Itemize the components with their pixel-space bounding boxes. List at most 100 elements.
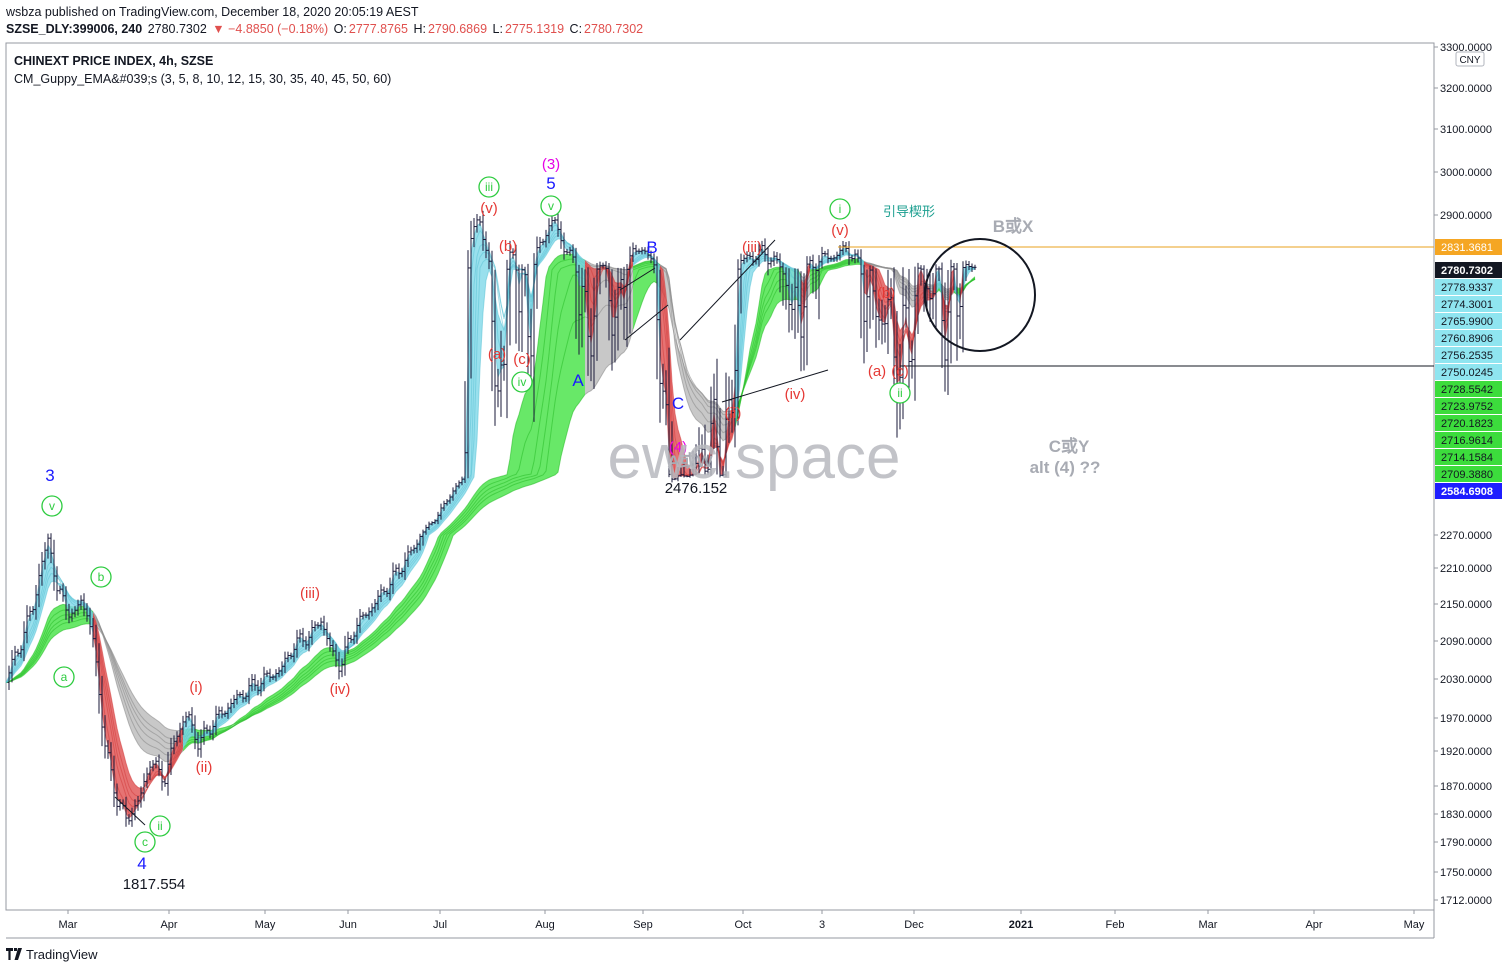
y-tick-label: 1750.0000	[1440, 867, 1492, 879]
guppy-fast-line	[182, 238, 586, 749]
guppy-slow-line	[5, 623, 94, 683]
price-tag[interactable]: 2780.7302	[1435, 262, 1502, 278]
wave-label: C	[672, 394, 684, 413]
highlight-circle	[924, 238, 1036, 352]
price-tag-box	[1435, 279, 1502, 295]
price-tag-box	[1435, 330, 1502, 346]
guppy-slow-line	[659, 264, 736, 442]
wave-label-ring	[149, 815, 171, 837]
wave-label: (ii)	[196, 759, 213, 776]
y-tick-label: 2270.0000	[1440, 530, 1492, 542]
price-tag-label: 2584.6908	[1441, 486, 1493, 498]
wave-label: 2476.152	[665, 480, 728, 497]
wave-label: (v)	[480, 200, 498, 217]
guppy-slow-line	[5, 618, 94, 683]
y-tick-label: 3300.0000	[1440, 42, 1492, 54]
guppy-fast-line	[632, 251, 661, 312]
price-tag-box	[1435, 364, 1502, 380]
price-tag[interactable]: 2584.6908	[1435, 483, 1502, 499]
x-tick-label: Dec	[904, 919, 924, 931]
price-tag-box	[1435, 381, 1502, 397]
wave-label: ii	[897, 386, 902, 400]
price-tag[interactable]: 2728.5542	[1435, 381, 1502, 397]
wave-label: (b)	[499, 238, 517, 255]
guppy-fast-line	[659, 267, 736, 476]
wave-label: (v)	[831, 222, 849, 239]
wave-label: (iv)	[330, 681, 351, 698]
price-tag[interactable]: 2765.9900	[1435, 313, 1502, 329]
price-tag-box	[1435, 347, 1502, 363]
price-tag-label: 2760.8906	[1441, 333, 1493, 345]
price-tag[interactable]: 2778.9337	[1435, 279, 1502, 295]
guppy-fast-line	[800, 268, 811, 293]
price-tag-label: 2780.7302	[1441, 265, 1493, 277]
y-tick-label: 1970.0000	[1440, 713, 1492, 725]
y-tick-label: 1790.0000	[1440, 837, 1492, 849]
high-value: 2790.6869	[427, 22, 488, 36]
price-tag[interactable]: 2723.9752	[1435, 398, 1502, 414]
x-tick-label: May	[1404, 919, 1425, 931]
open-label: O:	[333, 22, 347, 36]
wave-label: (4)	[669, 439, 687, 456]
wave-label: A	[572, 371, 584, 390]
price-tag[interactable]: 2756.2535	[1435, 347, 1502, 363]
price-tag[interactable]: 2720.1823	[1435, 415, 1502, 431]
wave-label: i	[839, 202, 842, 216]
x-tick-label: 2021	[1009, 919, 1033, 931]
price-tag[interactable]: 2709.3880	[1435, 466, 1502, 482]
price-tag-label: 2716.9614	[1441, 435, 1493, 447]
y-tick-label: 2900.0000	[1440, 210, 1492, 222]
price-tag-box	[1435, 313, 1502, 329]
guppy-slow-line	[92, 624, 184, 732]
y-tick-label: 1712.0000	[1440, 895, 1492, 907]
x-tick-label: May	[255, 919, 276, 931]
currency-badge[interactable]: CNY	[1455, 51, 1485, 67]
symbol-label[interactable]: SZSE_DLY:399006, 240	[6, 22, 143, 36]
guppy-slow-band	[93, 611, 183, 762]
price-tag-box	[1435, 262, 1502, 278]
guppy-slow-band	[183, 254, 585, 751]
wedge-note: 引导楔形	[883, 205, 935, 220]
price-tag-label: 2831.3681	[1441, 242, 1493, 254]
wave-label-ring	[829, 198, 851, 220]
wave-label: (c)	[891, 363, 909, 380]
wave-label: (a)	[488, 346, 506, 363]
wave-label-ring	[511, 371, 533, 393]
currency-label: CNY	[1459, 55, 1480, 66]
price-tag-box	[1435, 432, 1502, 448]
y-tick-label: 2030.0000	[1440, 674, 1492, 686]
y-tick-label: 2210.0000	[1440, 563, 1492, 575]
indicator-legend[interactable]: CM_Guppy_EMA&#039;s (3, 5, 8, 10, 12, 15…	[14, 72, 392, 86]
wave-label: iii	[485, 180, 493, 194]
price-tag[interactable]: 2831.3681	[1435, 239, 1502, 255]
price-tag[interactable]: 2716.9614	[1435, 432, 1502, 448]
price-tag[interactable]: 2760.8906	[1435, 330, 1502, 346]
wave-label: (i)	[189, 679, 202, 696]
guppy-fast-line	[935, 286, 943, 294]
guppy-slow-line	[734, 298, 802, 410]
watermark-text: ewc.space	[608, 423, 901, 492]
x-tick-label: Jul	[433, 919, 447, 931]
price-tag-label: 2723.9752	[1441, 401, 1493, 413]
price-tag[interactable]: 2714.1584	[1435, 449, 1502, 465]
wave-label: c	[142, 835, 148, 849]
guppy-slow-line	[659, 287, 736, 413]
x-tick-label: Jun	[339, 919, 357, 931]
wave-label: 1817.554	[123, 876, 186, 893]
wave-label-ring	[53, 666, 75, 688]
wave-label: (iii)	[300, 585, 320, 602]
open-value: 2777.8765	[348, 22, 408, 36]
guppy-slow-line	[584, 328, 634, 395]
guppy-fast-band	[735, 248, 801, 428]
y-tick-label: 2150.0000	[1440, 599, 1492, 611]
price-tag[interactable]: 2774.3001	[1435, 296, 1502, 312]
guppy-slow-line	[659, 266, 736, 420]
tradingview-logo[interactable]: TradingView	[6, 947, 98, 962]
wave-label: a	[61, 670, 68, 684]
wave-label: 3	[45, 466, 54, 485]
price-tag[interactable]: 2750.0245	[1435, 364, 1502, 380]
wave-label: v	[548, 199, 554, 213]
guppy-slow-line	[182, 264, 586, 746]
wave-label: B	[646, 238, 657, 257]
